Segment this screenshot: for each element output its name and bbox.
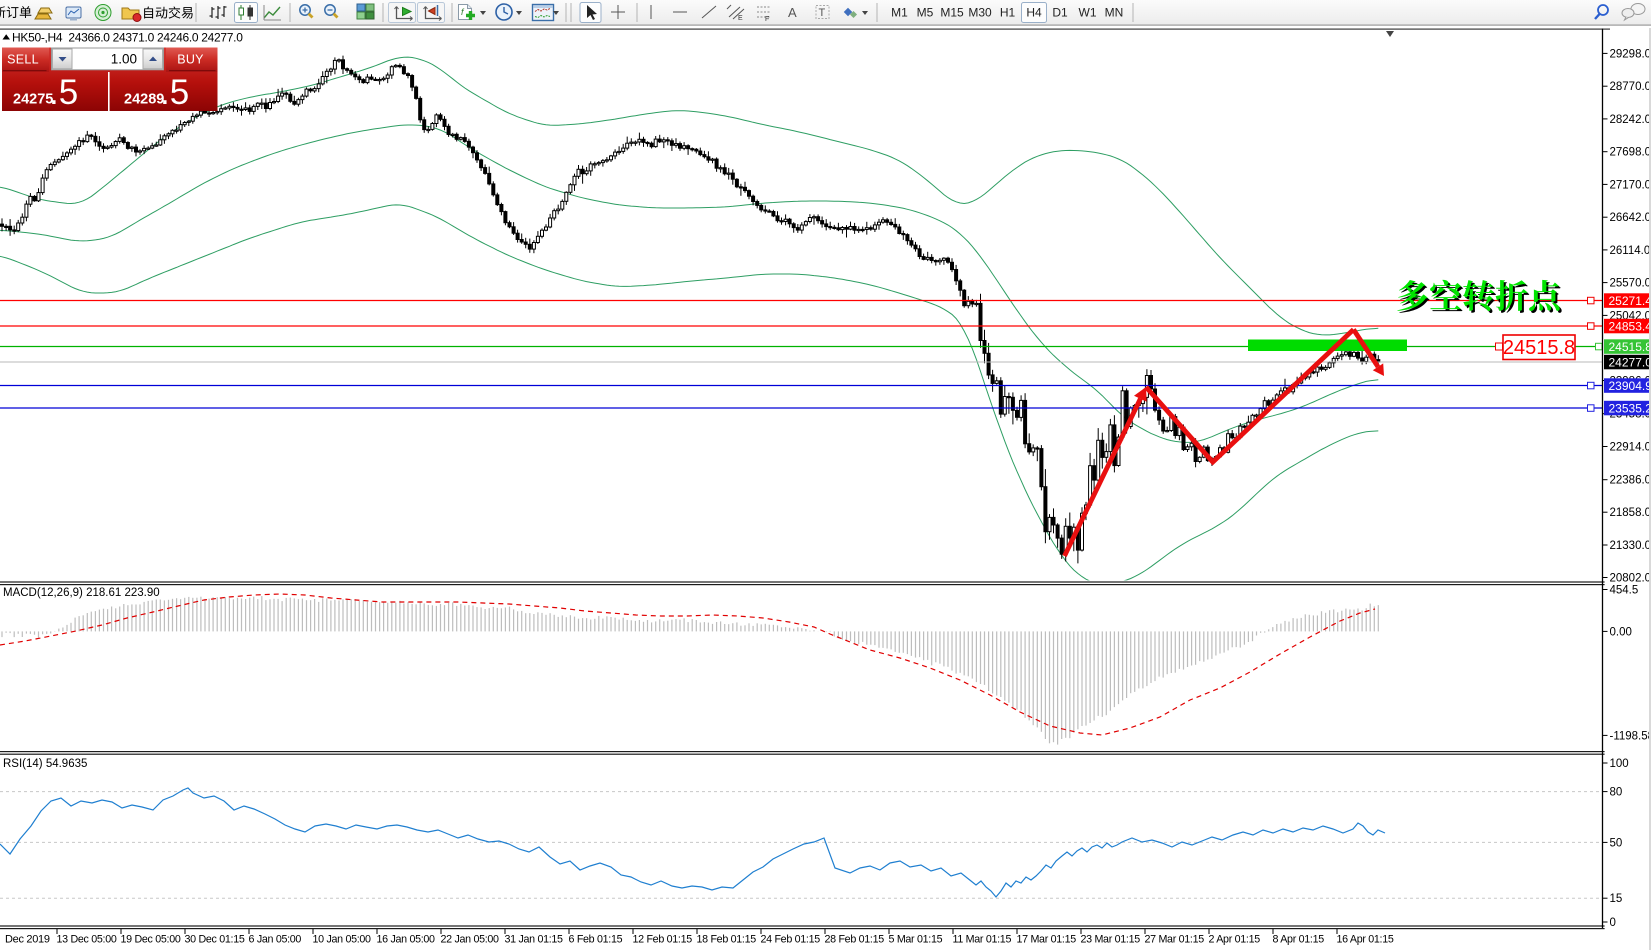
svg-text:M5: M5 bbox=[917, 6, 934, 20]
svg-text:HK50-,H4 24366.0 24371.0 2424: HK50-,H4 24366.0 24371.0 24246.0 24277.0 bbox=[12, 31, 243, 45]
svg-text:26642.0: 26642.0 bbox=[1610, 212, 1651, 224]
svg-text:28770.0: 28770.0 bbox=[1610, 81, 1651, 93]
svg-text:28242.0: 28242.0 bbox=[1610, 114, 1651, 126]
svg-text:16 Apr 01:15: 16 Apr 01:15 bbox=[1337, 934, 1394, 946]
svg-text:24515.8: 24515.8 bbox=[1609, 340, 1651, 354]
svg-text:.5: .5 bbox=[49, 73, 78, 112]
svg-text:.5: .5 bbox=[160, 73, 189, 112]
svg-text:E: E bbox=[738, 15, 743, 22]
svg-text:SELL: SELL bbox=[7, 53, 39, 67]
svg-text:29298.0: 29298.0 bbox=[1610, 48, 1651, 60]
svg-text:26114.0: 26114.0 bbox=[1610, 245, 1651, 257]
svg-text:M15: M15 bbox=[940, 6, 964, 20]
svg-text:M1: M1 bbox=[891, 6, 908, 20]
svg-text:-1198.58: -1198.58 bbox=[1610, 730, 1651, 742]
svg-text:f: f bbox=[461, 7, 465, 17]
svg-text:454.5: 454.5 bbox=[1610, 585, 1639, 597]
svg-text:23535.2: 23535.2 bbox=[1609, 401, 1651, 415]
svg-text:24277.0: 24277.0 bbox=[1609, 355, 1651, 369]
svg-text:Dec 2019: Dec 2019 bbox=[5, 934, 50, 946]
svg-text:27 Mar 01:15: 27 Mar 01:15 bbox=[1145, 934, 1205, 946]
svg-text:12 Feb 01:15: 12 Feb 01:15 bbox=[633, 934, 693, 946]
svg-text:27698.0: 27698.0 bbox=[1610, 147, 1651, 159]
svg-text:22914.0: 22914.0 bbox=[1610, 442, 1651, 454]
svg-text:24275: 24275 bbox=[13, 92, 53, 108]
svg-text:23 Mar 01:15: 23 Mar 01:15 bbox=[1081, 934, 1141, 946]
svg-text:24515.8: 24515.8 bbox=[1503, 337, 1575, 359]
svg-text:25271.4: 25271.4 bbox=[1609, 294, 1651, 308]
svg-text:25570.0: 25570.0 bbox=[1610, 278, 1651, 290]
svg-text:A: A bbox=[788, 5, 797, 20]
svg-text:24289: 24289 bbox=[124, 92, 164, 108]
svg-text:23904.9: 23904.9 bbox=[1609, 379, 1651, 393]
svg-text:100: 100 bbox=[1610, 758, 1629, 770]
svg-text:D1: D1 bbox=[1052, 6, 1068, 20]
svg-text:28 Feb 01:15: 28 Feb 01:15 bbox=[825, 934, 885, 946]
svg-text:21330.0: 21330.0 bbox=[1610, 540, 1651, 552]
svg-text:19 Dec 05:00: 19 Dec 05:00 bbox=[121, 934, 181, 946]
svg-text:6 Feb 01:15: 6 Feb 01:15 bbox=[569, 934, 623, 946]
svg-text:24 Feb 01:15: 24 Feb 01:15 bbox=[761, 934, 821, 946]
svg-text:6 Jan 05:00: 6 Jan 05:00 bbox=[249, 934, 302, 946]
svg-text:0.00: 0.00 bbox=[1610, 626, 1632, 638]
svg-text:15: 15 bbox=[1610, 893, 1623, 905]
svg-text:RSI(14) 54.9635: RSI(14) 54.9635 bbox=[3, 758, 87, 770]
svg-text:8 Apr 01:15: 8 Apr 01:15 bbox=[1273, 934, 1325, 946]
svg-text:16 Jan 05:00: 16 Jan 05:00 bbox=[377, 934, 436, 946]
svg-text:18 Feb 01:15: 18 Feb 01:15 bbox=[697, 934, 757, 946]
svg-text:22386.0: 22386.0 bbox=[1610, 475, 1651, 487]
svg-text:50: 50 bbox=[1610, 837, 1623, 849]
svg-text:11 Mar 01:15: 11 Mar 01:15 bbox=[953, 934, 1012, 946]
svg-text:17 Mar 01:15: 17 Mar 01:15 bbox=[1017, 934, 1077, 946]
svg-text:22 Jan 05:00: 22 Jan 05:00 bbox=[441, 934, 500, 946]
svg-text:30 Dec 01:15: 30 Dec 01:15 bbox=[185, 934, 245, 946]
svg-text:24853.4: 24853.4 bbox=[1609, 319, 1651, 333]
svg-text:13 Dec 05:00: 13 Dec 05:00 bbox=[57, 934, 117, 946]
svg-text:21858.0: 21858.0 bbox=[1610, 507, 1651, 519]
svg-text:W1: W1 bbox=[1079, 6, 1097, 20]
svg-text:F: F bbox=[765, 16, 769, 23]
svg-text:MACD(12,26,9) 218.61 223.90: MACD(12,26,9) 218.61 223.90 bbox=[3, 587, 160, 599]
svg-text:27170.0: 27170.0 bbox=[1610, 179, 1651, 191]
svg-text:10 Jan 05:00: 10 Jan 05:00 bbox=[313, 934, 372, 946]
svg-text:20802.0: 20802.0 bbox=[1610, 573, 1651, 585]
svg-text:5 Mar 01:15: 5 Mar 01:15 bbox=[889, 934, 943, 946]
svg-text:80: 80 bbox=[1610, 787, 1623, 799]
svg-text:1.00: 1.00 bbox=[111, 52, 137, 67]
svg-text:T: T bbox=[819, 7, 826, 19]
svg-text:2 Apr 01:15: 2 Apr 01:15 bbox=[1209, 934, 1261, 946]
svg-text:H4: H4 bbox=[1026, 6, 1042, 20]
svg-text:H1: H1 bbox=[1000, 6, 1016, 20]
svg-text:MN: MN bbox=[1105, 6, 1124, 20]
svg-text:31 Jan 01:15: 31 Jan 01:15 bbox=[505, 934, 564, 946]
svg-text:0: 0 bbox=[1610, 917, 1616, 929]
svg-text:M30: M30 bbox=[968, 6, 992, 20]
svg-text:BUY: BUY bbox=[177, 53, 204, 67]
